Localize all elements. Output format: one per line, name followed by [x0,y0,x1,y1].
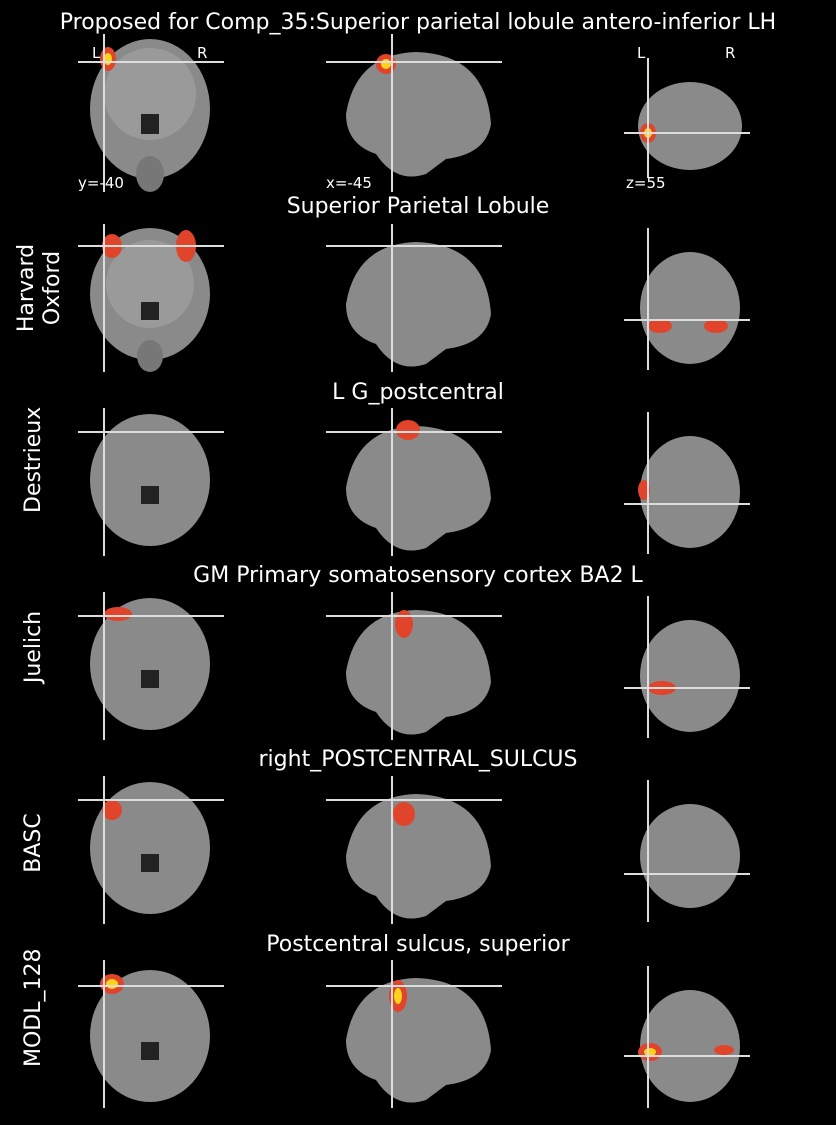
row5-coronal-slice [78,960,224,1108]
row2-region-title: L G_postcentral [332,380,504,405]
axial-left-marker: L [637,44,646,62]
row3-axial-slice [624,596,750,738]
row1-region-title: Superior Parietal Lobule [286,194,550,219]
row1-atlas-label: Harvard Oxford [14,243,65,333]
row5-atlas-label: MODL_128 [21,948,46,1068]
coord-z: z=55 [626,174,666,192]
axial-right-marker: R [725,44,736,62]
row1-sagittal-slice [326,224,502,372]
row0-sagittal-slice [326,34,502,192]
coord-x: x=-45 [326,174,372,192]
row3-atlas-label: Juelich [21,610,46,684]
row2-coronal-slice [78,408,224,556]
row0-axial-slice [624,58,750,178]
row4-atlas-label: BASC [21,813,46,873]
row2-atlas-label: Destrieux [21,406,46,513]
row3-coronal-slice [78,592,224,740]
row4-coronal-slice [78,776,224,924]
row4-axial-slice [624,780,750,922]
coronal-right-marker: R [197,44,208,62]
row5-region-title: Postcentral sulcus, superior [266,932,570,957]
coord-y: y=-40 [78,174,124,192]
coronal-left-marker: L [92,44,101,62]
figure-title: Proposed for Comp_35:Superior parietal l… [59,10,777,35]
row0-coronal-slice [78,34,224,192]
row4-sagittal-slice [326,776,502,924]
row1-axial-slice [624,228,750,370]
row1-coronal-slice [78,224,224,372]
row2-sagittal-slice [326,408,502,556]
row2-axial-slice [624,412,750,554]
row3-sagittal-slice [326,592,502,740]
row5-axial-slice [624,966,750,1108]
row4-region-title: right_POSTCENTRAL_SULCUS [258,747,578,772]
row5-sagittal-slice [326,960,502,1108]
row3-region-title: GM Primary somatosensory cortex BA2 L [193,563,643,588]
